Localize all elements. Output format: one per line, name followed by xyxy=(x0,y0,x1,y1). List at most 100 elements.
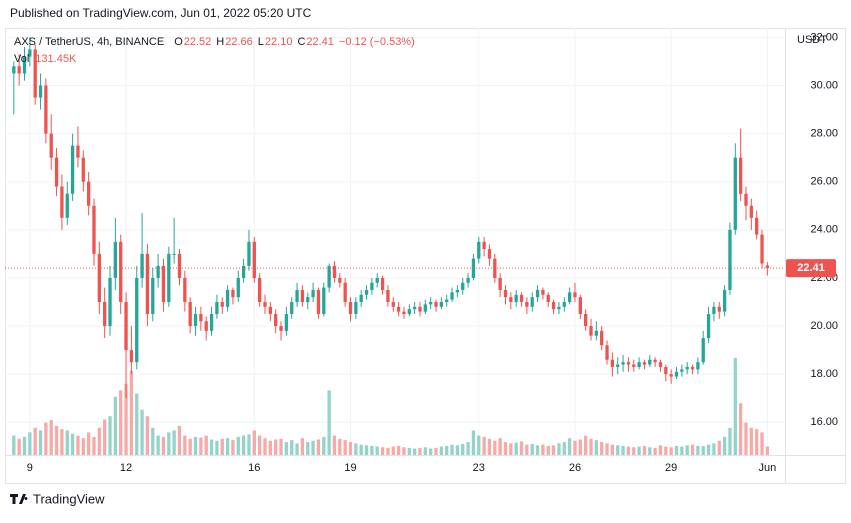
volume-bar xyxy=(172,430,176,455)
x-tick-label: 29 xyxy=(665,462,677,474)
candle-body xyxy=(423,304,427,312)
volume-bar xyxy=(129,370,134,455)
candle-body xyxy=(108,277,112,327)
candle-body xyxy=(658,362,663,367)
volume-bar xyxy=(274,439,278,455)
legend-value: 22.41 xyxy=(306,36,334,48)
candle-body xyxy=(279,326,283,331)
volume-bar xyxy=(471,430,476,455)
volume-bar xyxy=(54,425,59,455)
candle-body xyxy=(135,277,139,363)
volume-bar xyxy=(722,436,727,455)
volume-bar xyxy=(70,433,75,455)
legend-key: O xyxy=(174,36,183,48)
candle-body xyxy=(632,364,636,367)
volume-bar xyxy=(680,446,684,455)
volume-bar xyxy=(412,448,417,455)
volume-bar xyxy=(348,442,353,455)
volume-bar xyxy=(445,445,449,455)
candle-body xyxy=(354,302,358,315)
candle-body xyxy=(316,289,321,315)
candle-body xyxy=(439,302,444,307)
candle-body xyxy=(594,330,599,336)
volume-bar xyxy=(332,435,337,455)
volume-bar xyxy=(685,445,689,455)
volume-bar xyxy=(546,445,550,455)
candle-body xyxy=(44,85,48,134)
volume-bar xyxy=(594,440,599,455)
candle-body xyxy=(380,277,385,290)
volume-bar xyxy=(616,445,620,455)
volume-bar xyxy=(103,419,107,455)
volume-bar xyxy=(231,440,235,455)
candle-body xyxy=(167,253,171,303)
candle-body xyxy=(241,265,246,278)
candle-body xyxy=(525,302,529,307)
candle-body xyxy=(183,277,187,303)
candles xyxy=(5,37,785,399)
volume-bar xyxy=(573,440,577,455)
volume-bar xyxy=(167,432,171,455)
volume-bar xyxy=(97,427,101,455)
candle-body xyxy=(706,314,711,339)
candle-body xyxy=(60,186,64,218)
y-tick-label: 30.00 xyxy=(810,79,838,91)
candle-body xyxy=(209,314,214,331)
volume-bar xyxy=(204,435,208,455)
candle-body xyxy=(119,241,123,303)
candle-body xyxy=(680,369,684,372)
volume-bar xyxy=(284,442,289,455)
volume-bar xyxy=(252,430,256,455)
candle-body xyxy=(445,299,449,303)
candle-body xyxy=(407,309,411,315)
volume-bar xyxy=(177,425,182,455)
volume-bar xyxy=(108,416,112,455)
candle-body xyxy=(38,85,43,98)
volume-bar xyxy=(124,383,128,455)
volume-bar xyxy=(263,438,267,455)
candle-body xyxy=(33,49,37,98)
volume-bar xyxy=(322,436,326,455)
candle-body xyxy=(140,253,144,278)
candle-body xyxy=(28,49,32,57)
candle-body xyxy=(86,181,91,206)
candle-body xyxy=(332,265,337,278)
candle-body xyxy=(92,205,96,254)
volume-bar xyxy=(706,444,711,455)
y-tick-label: 24.00 xyxy=(810,224,838,236)
volume-bar xyxy=(257,435,262,455)
candle-body xyxy=(263,302,267,307)
volume-bar xyxy=(653,447,657,455)
candle-body xyxy=(653,359,657,363)
legend-value: 22.10 xyxy=(265,36,293,48)
candle-body xyxy=(717,306,721,312)
candle-body xyxy=(573,292,577,298)
candle-body xyxy=(690,366,695,370)
volume-bar xyxy=(642,445,647,455)
volume-bar xyxy=(733,357,737,455)
volume-bar xyxy=(380,447,385,455)
volume-bar xyxy=(541,444,545,455)
volume-bar xyxy=(17,438,21,455)
candle-body xyxy=(300,289,305,303)
volume-bar xyxy=(450,444,454,455)
volume-bar xyxy=(135,393,139,455)
volume-bar xyxy=(12,435,16,455)
candle-body xyxy=(551,302,556,310)
candle-body xyxy=(429,302,433,305)
y-tick-label: 32.00 xyxy=(810,31,838,43)
volume-bar xyxy=(600,442,604,455)
volume-bar xyxy=(209,439,214,455)
candle-body xyxy=(701,338,705,363)
candle-body xyxy=(225,289,230,307)
candle-body xyxy=(274,314,278,327)
volume-bar xyxy=(514,442,518,455)
volume-bar xyxy=(439,446,444,455)
candle-body xyxy=(338,277,342,283)
candle-body xyxy=(343,282,347,303)
candle-body xyxy=(626,362,631,365)
volume-bar xyxy=(65,430,69,455)
volume-bar xyxy=(482,436,486,455)
candle-body xyxy=(487,249,492,259)
legend: AXS / TetherUS, 4h, BINANCE O 22.52 H 22.66 L… xyxy=(14,36,415,65)
